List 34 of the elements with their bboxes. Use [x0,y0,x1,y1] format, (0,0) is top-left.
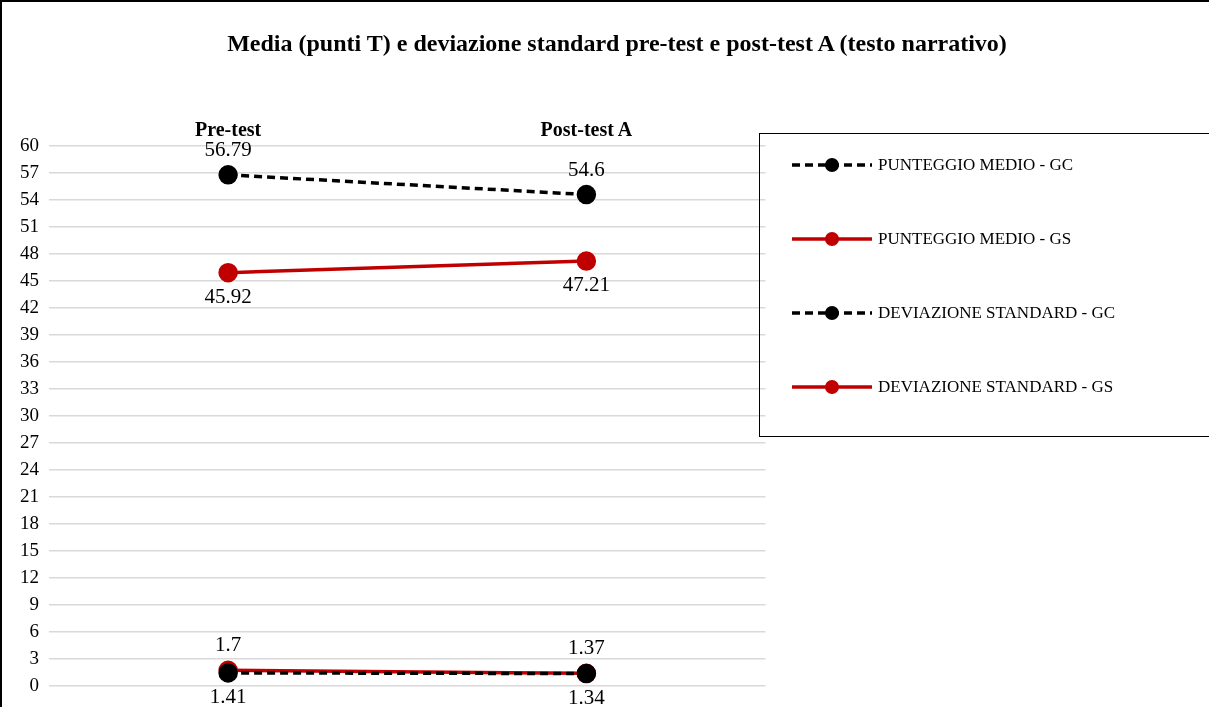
legend-label: DEVIAZIONE STANDARD - GS [878,377,1114,397]
y-tick-label: 39 [20,322,39,344]
legend-label: DEVIAZIONE STANDARD - GC [878,303,1116,323]
data-label: 45.92 [204,283,252,308]
y-tick-label: 18 [20,511,39,533]
y-tick-label: 57 [20,160,39,182]
y-tick-label: 24 [20,457,40,479]
y-tick-label: 27 [20,430,39,452]
y-tick-label: 3 [29,646,39,668]
data-label: 1.34 [568,684,606,707]
y-tick-label: 6 [29,619,39,641]
y-tick-label: 9 [29,592,39,614]
y-tick-label: 51 [20,214,39,236]
y-tick-label: 48 [20,241,39,263]
data-label: 1.37 [568,635,605,660]
y-tick-label: 0 [29,673,39,695]
data-label: 1.7 [215,632,242,657]
chart-title: Media (punti T) e deviazione standard pre-test e post-test A (testo narrativo) [226,29,1008,58]
y-tick-label: 33 [20,376,39,398]
y-tick-label: 30 [20,403,39,425]
y-tick-label: 36 [20,349,39,371]
y-tick-label: 54 [20,187,40,209]
y-tick-label: 15 [20,538,39,560]
y-tick-label: 45 [20,268,39,290]
y-tick-label: 21 [20,484,39,506]
y-tick-label: 60 [20,133,39,155]
x-tick-label: Post-test A [540,118,633,141]
y-tick-label: 42 [20,295,39,317]
legend-label: PUNTEGGIO MEDIO - GC [878,155,1074,175]
legend-label: PUNTEGGIO MEDIO - GS [878,229,1072,249]
data-label: 1.41 [209,683,247,707]
y-tick-label: 12 [20,565,39,587]
data-label: 54.6 [568,156,605,181]
data-label: 47.21 [562,272,610,297]
